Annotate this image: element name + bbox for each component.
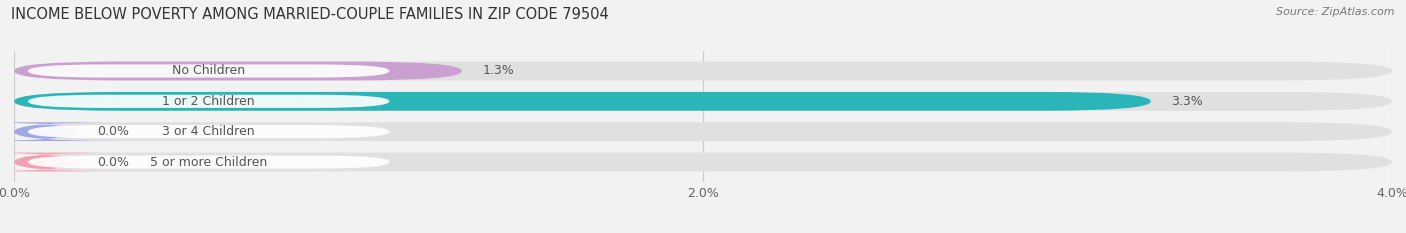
FancyBboxPatch shape: [28, 155, 389, 169]
FancyBboxPatch shape: [14, 62, 463, 80]
Text: No Children: No Children: [172, 65, 245, 78]
FancyBboxPatch shape: [14, 122, 1392, 141]
Text: INCOME BELOW POVERTY AMONG MARRIED-COUPLE FAMILIES IN ZIP CODE 79504: INCOME BELOW POVERTY AMONG MARRIED-COUPL…: [11, 7, 609, 22]
Text: 3 or 4 Children: 3 or 4 Children: [162, 125, 254, 138]
Text: 5 or more Children: 5 or more Children: [150, 155, 267, 168]
Text: 3.3%: 3.3%: [1171, 95, 1204, 108]
FancyBboxPatch shape: [28, 64, 389, 78]
Text: 1 or 2 Children: 1 or 2 Children: [162, 95, 254, 108]
Text: 1.3%: 1.3%: [482, 65, 515, 78]
FancyBboxPatch shape: [14, 92, 1392, 111]
Text: 0.0%: 0.0%: [97, 125, 129, 138]
FancyBboxPatch shape: [14, 92, 1150, 111]
FancyBboxPatch shape: [0, 153, 121, 171]
Text: Source: ZipAtlas.com: Source: ZipAtlas.com: [1277, 7, 1395, 17]
FancyBboxPatch shape: [14, 62, 1392, 80]
FancyBboxPatch shape: [28, 125, 389, 138]
FancyBboxPatch shape: [14, 153, 1392, 171]
FancyBboxPatch shape: [0, 122, 121, 141]
FancyBboxPatch shape: [28, 95, 389, 108]
Text: 0.0%: 0.0%: [97, 155, 129, 168]
